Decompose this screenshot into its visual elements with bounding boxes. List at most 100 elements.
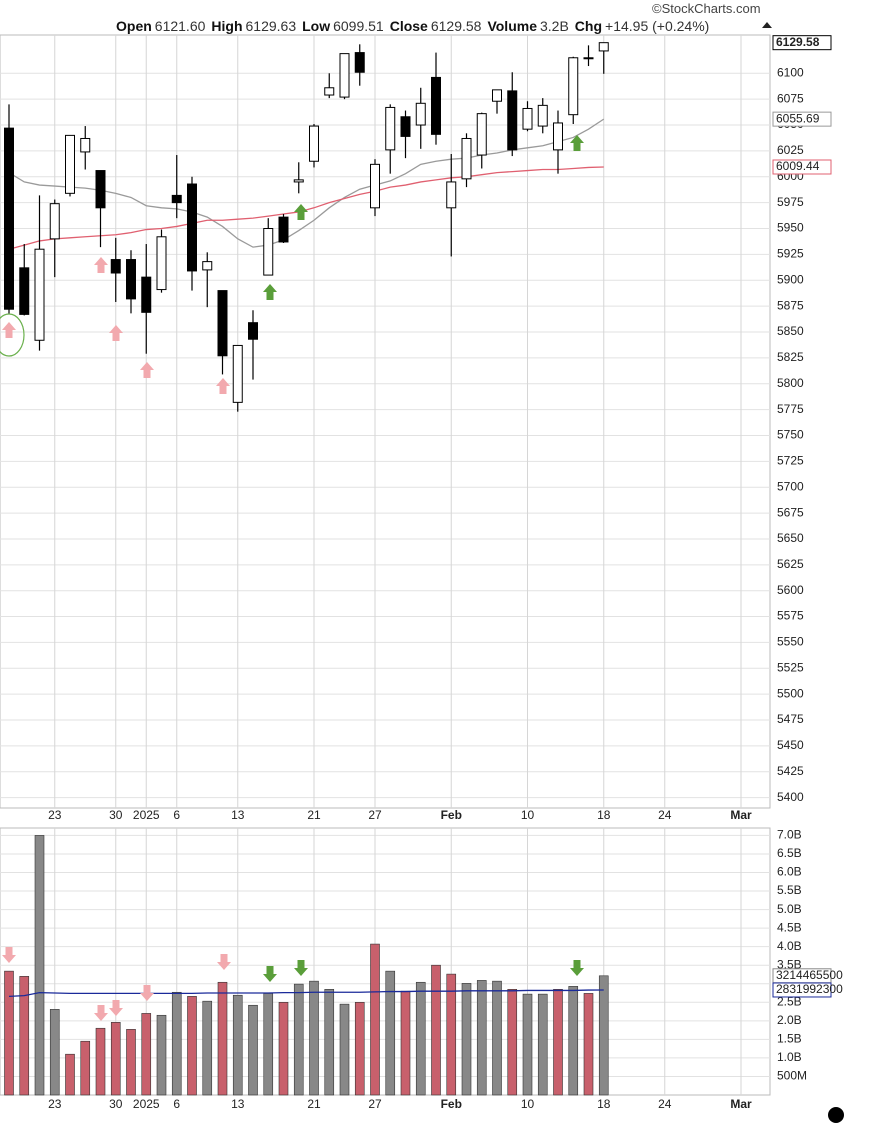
- volume-frame: [0, 827, 771, 1096]
- signal-arrow: [140, 985, 154, 1001]
- y-tick-label: 5850: [777, 324, 804, 338]
- volume-bar: [126, 1029, 136, 1096]
- last-value-label: 6055.69: [772, 111, 832, 127]
- dot: [828, 1107, 844, 1123]
- candle-body: [34, 248, 45, 341]
- volume-bar: [263, 993, 274, 1096]
- label-box: [772, 35, 832, 51]
- volume-bar: [80, 1040, 91, 1096]
- candle-body: [415, 102, 426, 126]
- volume-bar: [49, 1009, 60, 1096]
- y-tick-label: 5.5B: [777, 883, 802, 897]
- y-tick-label: 6025: [777, 143, 804, 157]
- signal-circle: [0, 313, 25, 357]
- signal-arrow: [263, 284, 277, 300]
- label-box: [772, 159, 832, 175]
- y-tick-label: 5750: [777, 428, 804, 442]
- candle-body: [400, 116, 411, 137]
- last-value: 6009.44: [776, 159, 820, 173]
- volume-bar: [95, 1027, 106, 1096]
- candle-body: [49, 203, 60, 240]
- x-tick-label: 6: [173, 1097, 180, 1111]
- volume-bar: [354, 1001, 365, 1096]
- x-tick-label: 21: [307, 1097, 321, 1111]
- x-tick-label: 10: [521, 1097, 535, 1111]
- quote-label: High: [211, 18, 243, 34]
- candle-body: [248, 322, 258, 340]
- candle-body: [537, 104, 548, 127]
- volume-bar: [248, 1004, 258, 1096]
- moving-average: [8, 989, 604, 998]
- last-value-label: 6009.44: [772, 159, 832, 175]
- volume-bar: [446, 973, 457, 1096]
- quote-label: Chg: [574, 18, 603, 34]
- y-tick-label: 3.5B: [777, 957, 802, 971]
- quote-value: 6121.60: [154, 18, 206, 34]
- volume-bar: [19, 976, 30, 1096]
- candle-body: [263, 228, 274, 276]
- x-tick-label: 24: [658, 1097, 672, 1111]
- candle-body: [476, 113, 487, 156]
- candle-body: [232, 344, 243, 403]
- volume-bar: [461, 983, 472, 1096]
- y-tick-label: 5625: [777, 557, 804, 571]
- candle-body: [446, 181, 457, 209]
- y-tick-label: 5600: [777, 583, 804, 597]
- signal-arrow: [294, 960, 308, 976]
- x-tick-label: 10: [521, 808, 535, 822]
- candle-body: [187, 183, 197, 272]
- y-tick-label: 5400: [777, 790, 804, 804]
- x-tick-label: 18: [597, 1097, 611, 1111]
- volume-bar: [202, 1000, 213, 1096]
- quote-value: 3.2B: [539, 18, 569, 34]
- y-tick-label: 5575: [777, 609, 804, 623]
- y-tick-label: 5700: [777, 479, 804, 493]
- volume-bar: [232, 994, 243, 1096]
- y-tick-label: 5950: [777, 221, 804, 235]
- x-tick-label: 2025: [133, 1097, 160, 1111]
- y-tick-label: 1.0B: [777, 1050, 802, 1064]
- candle-body: [492, 89, 502, 102]
- candle-body: [431, 76, 441, 135]
- x-tick-label: 13: [231, 1097, 245, 1111]
- source: ©StockCharts.com: [652, 1, 761, 16]
- last-value: 2831992300: [776, 982, 843, 996]
- y-tick-label: 4.0B: [777, 939, 802, 953]
- y-tick-label: 500M: [777, 1069, 807, 1083]
- moving-average: [8, 166, 604, 250]
- x-tick-label: 6: [173, 808, 180, 822]
- signal-arrow: [140, 362, 154, 378]
- volume-bar: [65, 1053, 75, 1096]
- y-tick-label: 5825: [777, 350, 804, 364]
- y-tick-label: 6.5B: [777, 846, 802, 860]
- last-value-label: 6129.58: [772, 35, 832, 51]
- candle-body: [293, 179, 304, 183]
- volume-bar: [522, 993, 533, 1096]
- volume-bar: [278, 1001, 289, 1096]
- y-tick-label: 5675: [777, 505, 804, 519]
- x-tick-label: 2025: [133, 808, 160, 822]
- y-tick-label: 5525: [777, 660, 804, 674]
- candle-body: [110, 259, 121, 274]
- candle-body: [19, 267, 30, 315]
- volume-bar: [492, 980, 502, 1096]
- last-value: 3214465500: [776, 968, 843, 982]
- signal-arrow: [2, 947, 16, 963]
- label-box: [772, 111, 832, 127]
- volume-bar: [568, 986, 579, 1096]
- quote-label: Open: [116, 18, 152, 34]
- y-tick-label: 4.5B: [777, 920, 802, 934]
- signal-arrow: [94, 257, 108, 273]
- volume-bar: [385, 970, 396, 1096]
- candle-body: [553, 122, 563, 151]
- signals: [0, 135, 584, 1021]
- candle-body: [507, 90, 518, 151]
- y-tick-label: 2.0B: [777, 1013, 802, 1027]
- candle-body: [583, 57, 594, 60]
- quote-value: +14.95 (+0.24%): [605, 18, 710, 34]
- volume-bar: [553, 989, 563, 1096]
- x-tick-label: 13: [231, 808, 245, 822]
- signal-arrow: [217, 954, 231, 970]
- volume-bar: [431, 964, 441, 1096]
- x-tick-label: Feb: [441, 1097, 462, 1111]
